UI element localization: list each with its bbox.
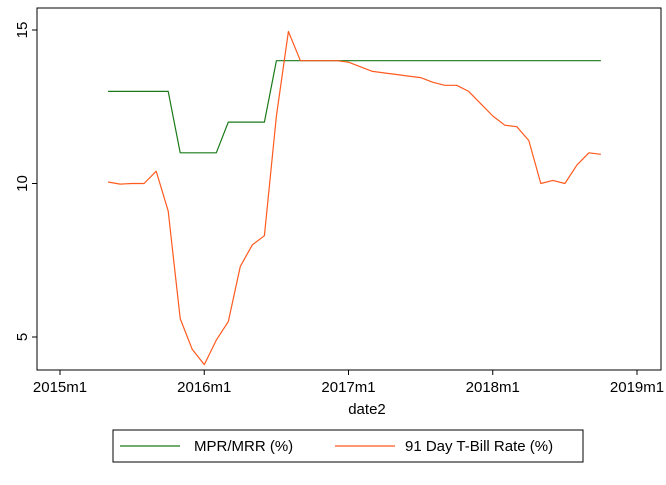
y-tick-label: 5 — [14, 333, 31, 341]
x-tick-label: 2017m1 — [321, 379, 375, 396]
x-tick-label: 2018m1 — [466, 379, 520, 396]
y-axis: 5 10 15 — [14, 22, 37, 341]
x-axis: 2015m1 2016m1 2017m1 2018m1 2019m1 — [33, 370, 664, 396]
x-axis-title: date2 — [348, 401, 386, 418]
y-tick-label: 10 — [14, 175, 31, 192]
series-line-t-bill-rate — [107, 30, 601, 366]
series-line-mpr-mrr — [108, 60, 601, 154]
x-tick-label: 2019m1 — [610, 379, 664, 396]
x-tick-label: 2016m1 — [177, 379, 231, 396]
series-layer — [107, 30, 601, 366]
y-tick-label: 15 — [14, 22, 31, 39]
legend: MPR/MRR (%) 91 Day T-Bill Rate (%) — [112, 429, 584, 463]
legend-label: MPR/MRR (%) — [194, 438, 293, 455]
legend-label: 91 Day T-Bill Rate (%) — [405, 438, 553, 455]
x-tick-label: 2015m1 — [33, 379, 87, 396]
